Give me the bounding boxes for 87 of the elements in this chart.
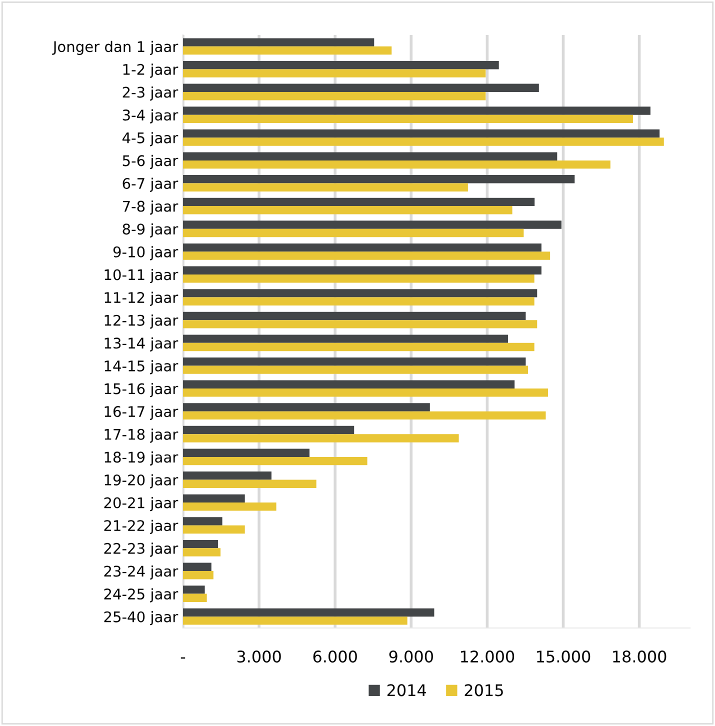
bar xyxy=(183,448,310,457)
bar xyxy=(183,334,508,343)
bar xyxy=(183,175,575,184)
x-tick-label: - xyxy=(180,657,186,659)
y-tick-label: 14-15 jaar xyxy=(104,360,178,374)
bar xyxy=(183,494,245,503)
bar xyxy=(183,502,276,511)
bar xyxy=(183,129,660,138)
bar xyxy=(183,138,664,146)
y-tick-label: 8-9 jaar xyxy=(122,223,178,238)
bar xyxy=(183,586,205,594)
bar xyxy=(183,480,316,488)
y-tick-label: 2-3 jaar xyxy=(122,86,178,101)
bar xyxy=(183,228,524,238)
y-tick-label: 9-10 jaar xyxy=(113,246,178,260)
bar xyxy=(183,358,526,366)
bar xyxy=(183,411,546,420)
x-tick-label: 12.000 xyxy=(461,650,514,663)
bar xyxy=(183,92,486,100)
bar xyxy=(183,38,374,46)
bar xyxy=(183,274,534,283)
y-tick-label: Jonger dan 1 jaar xyxy=(52,40,178,55)
bar xyxy=(183,548,221,556)
x-tick-label: 6.000 xyxy=(313,650,357,663)
y-tick-label: 16-17 jaar xyxy=(104,406,178,420)
y-tick-label: 15-16 jaar xyxy=(104,382,178,398)
bar xyxy=(183,252,550,260)
bar xyxy=(183,570,214,580)
bar xyxy=(183,608,434,617)
y-tick-label: 22-23 jaar xyxy=(104,542,178,557)
bar xyxy=(183,517,222,526)
y-tick-label: 5-6 jaar xyxy=(122,154,178,170)
y-tick-label: 20-21 jaar xyxy=(104,497,178,512)
bar xyxy=(183,562,212,571)
bar xyxy=(183,312,526,320)
bar xyxy=(183,540,218,548)
y-tick-label: 13-14 jaar xyxy=(104,337,178,352)
x-tick-label: 3.000 xyxy=(237,650,281,663)
x-tick-label: 18.000 xyxy=(613,650,666,663)
x-tick-label: 15.000 xyxy=(537,650,590,663)
bar xyxy=(183,297,534,306)
bar xyxy=(183,525,245,534)
bar xyxy=(183,106,650,115)
y-tick-label: 6-7 jaar xyxy=(122,178,178,192)
legend-label: 2014 xyxy=(387,684,426,696)
bar xyxy=(183,366,528,374)
y-tick-label: 12-13 jaar xyxy=(104,314,178,329)
bar xyxy=(183,114,633,124)
y-tick-label: 19-20 jaar xyxy=(104,474,178,488)
x-tick-label: 9.000 xyxy=(389,650,433,663)
bar xyxy=(183,183,468,192)
y-tick-label: 17-18 jaar xyxy=(104,428,178,443)
bar xyxy=(183,198,535,206)
y-tick-label: 7-8 jaar xyxy=(122,200,178,215)
bar xyxy=(183,160,610,169)
bar xyxy=(183,61,499,70)
bar xyxy=(183,426,354,434)
bar xyxy=(183,69,486,78)
bar xyxy=(183,456,368,466)
bar xyxy=(183,152,558,160)
bar xyxy=(183,434,459,442)
y-tick-label: 1-2 jaar xyxy=(123,64,178,78)
y-tick-label: 21-22 jaar xyxy=(104,520,178,534)
bar xyxy=(183,616,408,625)
bar xyxy=(183,243,542,252)
bar xyxy=(183,289,538,298)
y-tick-label: 3-4 jaar xyxy=(122,109,178,124)
y-tick-label: 24-25 jaar xyxy=(104,588,178,602)
bar xyxy=(183,266,542,274)
bar xyxy=(183,342,534,352)
y-tick-label: 25-40 jaar xyxy=(104,611,178,626)
bar xyxy=(183,403,430,412)
bar xyxy=(183,46,392,55)
y-tick-label: 18-19 jaar xyxy=(104,451,178,466)
y-tick-label: 11-12 jaar xyxy=(104,292,178,306)
bar xyxy=(183,220,562,229)
bar xyxy=(183,472,272,480)
legend-label: 2015 xyxy=(464,684,503,696)
bar xyxy=(183,388,548,397)
y-tick-label: 4-5 jaar xyxy=(122,132,178,146)
bar xyxy=(183,206,512,214)
y-tick-label: 23-24 jaar xyxy=(104,565,178,580)
bar xyxy=(183,594,207,602)
y-tick-label: 10-11 jaar xyxy=(104,268,178,284)
bar xyxy=(183,84,539,92)
bar xyxy=(183,380,515,389)
bar xyxy=(183,320,538,328)
